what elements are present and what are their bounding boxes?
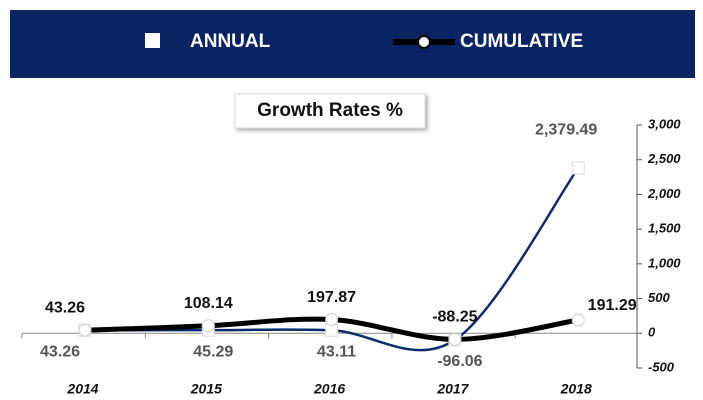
legend-label: ANNUAL: [190, 31, 271, 52]
chart-title: Growth Rates %: [257, 100, 403, 121]
data-label: 43.26: [45, 300, 85, 317]
data-label: -96.06: [437, 353, 482, 370]
y-tick-label: -500: [648, 359, 675, 374]
x-tick-label: 2017: [436, 381, 469, 397]
y-tick-label: 1,500: [648, 221, 681, 236]
marker: [571, 313, 585, 327]
title-box: [234, 93, 426, 129]
marker: [325, 323, 339, 337]
data-label: 108.14: [184, 295, 233, 312]
marker: [201, 319, 215, 333]
y-tick-label: 0: [648, 325, 656, 340]
legend-band: [10, 10, 695, 78]
data-label: 45.29: [193, 343, 233, 360]
legend-marker: [417, 35, 431, 49]
y-tick-label: 500: [648, 290, 670, 305]
data-label: 191.29: [588, 297, 637, 314]
marker: [78, 323, 92, 337]
marker: [571, 161, 585, 175]
x-tick-label: 2015: [190, 381, 222, 397]
data-label: 43.11: [317, 344, 356, 361]
data-label: -88.25: [432, 309, 477, 326]
x-tick-label: 2014: [66, 381, 98, 397]
y-tick-label: 3,000: [648, 116, 681, 131]
data-label: 2,379.49: [535, 121, 597, 138]
y-tick-label: 2,500: [647, 151, 681, 166]
x-tick-label: 2018: [560, 381, 592, 397]
marker: [325, 313, 339, 327]
y-tick-label: 1,000: [648, 255, 681, 270]
data-label: 43.26: [40, 344, 80, 361]
x-tick-label: 2016: [313, 381, 345, 397]
marker: [448, 332, 462, 346]
legend-label: CUMULATIVE: [460, 31, 583, 52]
y-tick-label: 2,000: [647, 186, 681, 201]
data-label: 197.87: [307, 289, 356, 306]
legend-swatch-annual: [145, 33, 160, 48]
series-line: [84, 167, 580, 352]
